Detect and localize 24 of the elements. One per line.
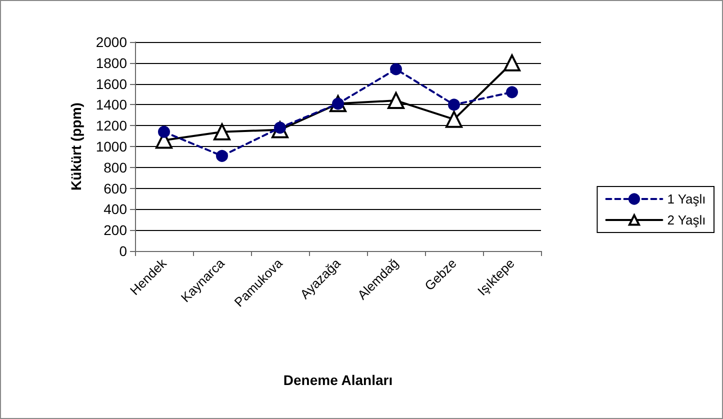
point [448, 98, 460, 111]
y-tick-label: 800 [104, 159, 128, 176]
y-tick-label: 600 [104, 180, 128, 196]
point [388, 92, 404, 110]
point [216, 150, 228, 162]
y-tick-label: 1400 [96, 96, 128, 113]
y-tick-label: 200 [104, 222, 128, 238]
point [214, 123, 230, 140]
point [390, 63, 402, 76]
y-tick-label: 400 [104, 201, 128, 218]
y-tick-label: 1600 [96, 76, 128, 92]
y-tick-label: 1000 [96, 138, 128, 154]
y-tick-label: 0 [119, 243, 128, 259]
point [504, 54, 520, 72]
point [158, 126, 170, 138]
y-tick-label: 2000 [96, 34, 128, 50]
x-axis-title: Deneme Alanları [283, 372, 393, 388]
y-axis-title: Kükürt (ppm) [68, 102, 84, 190]
y-tick-label: 1200 [96, 118, 128, 134]
point [506, 86, 518, 98]
y-tick-label: 1800 [96, 54, 128, 71]
legend-label: 1 Yaşlı [667, 192, 706, 206]
point [446, 110, 462, 128]
legend-label: 2 Yaşlı [667, 212, 706, 228]
